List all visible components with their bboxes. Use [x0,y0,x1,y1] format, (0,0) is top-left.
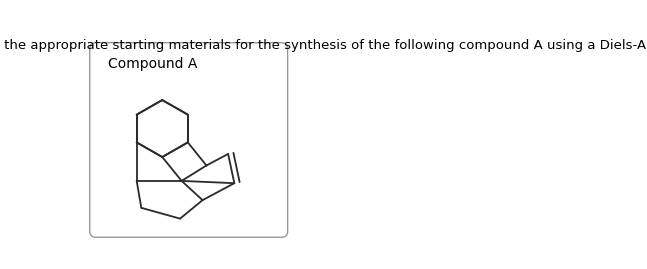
Text: Compound A: Compound A [107,56,197,70]
Text: Please give the appropriate starting materials for the synthesis of the followin: Please give the appropriate starting mat… [0,39,647,52]
FancyBboxPatch shape [90,43,288,237]
